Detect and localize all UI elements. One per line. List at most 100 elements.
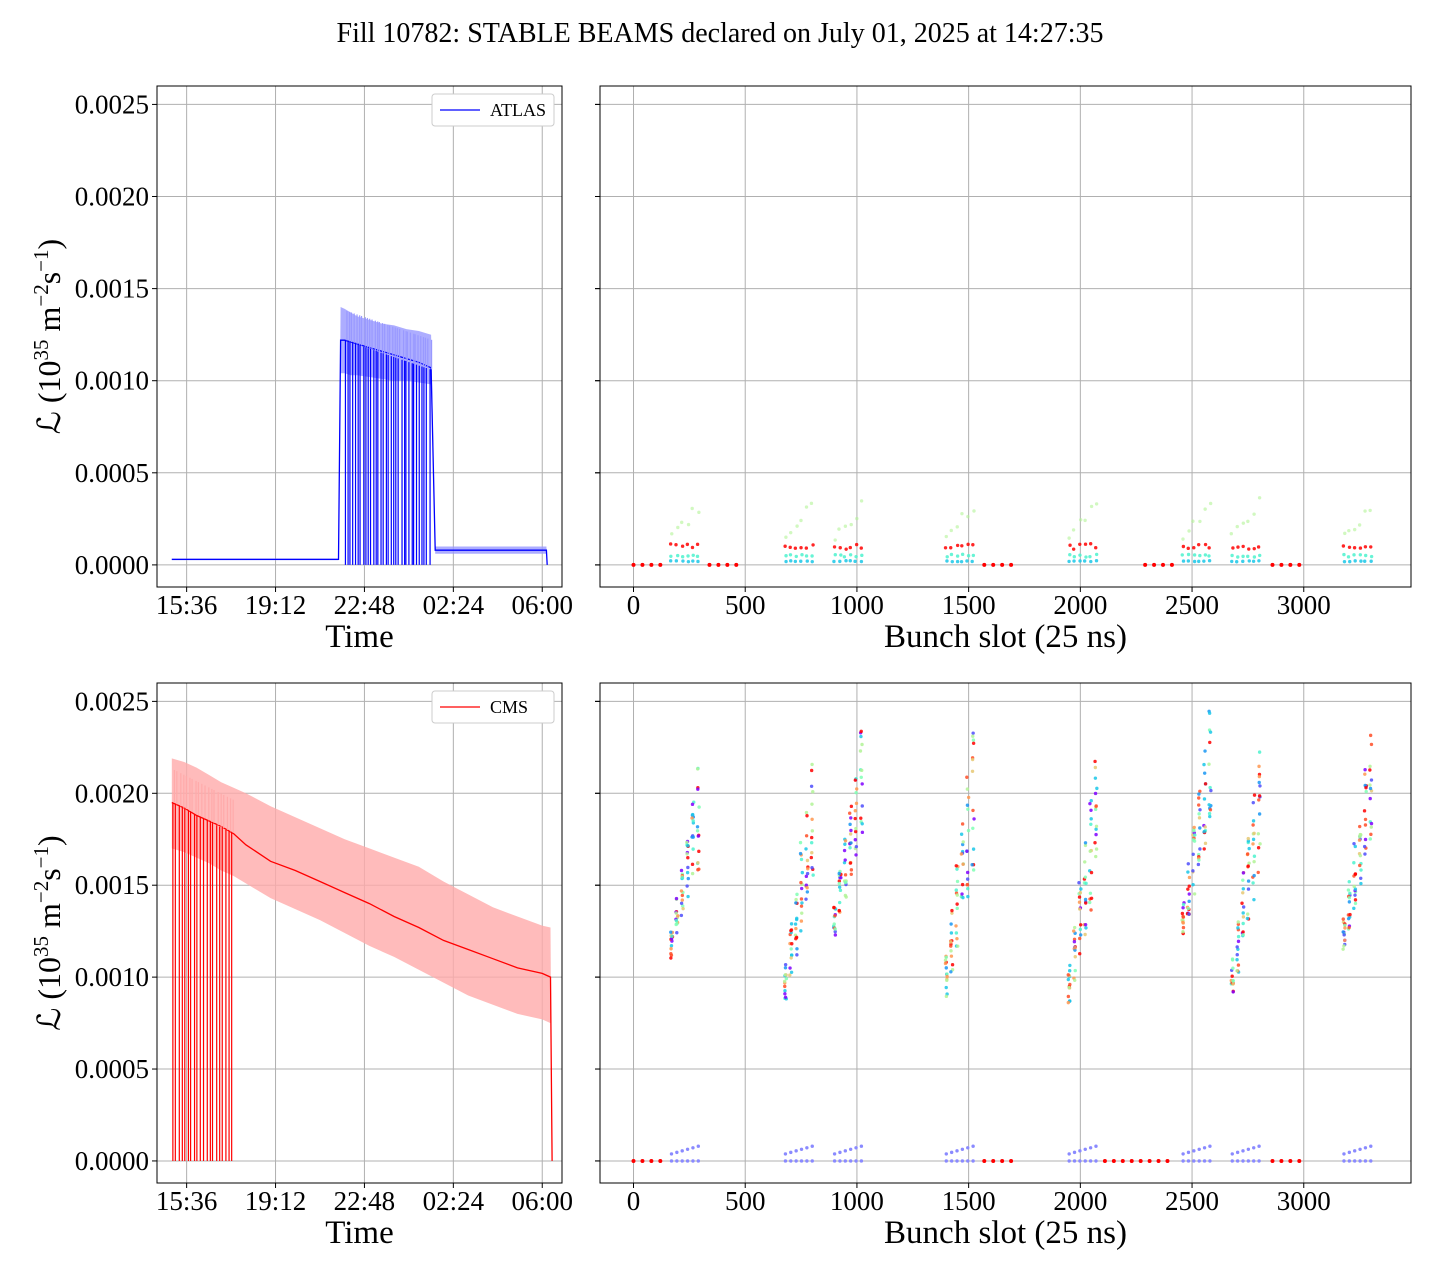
bunch-point (696, 1144, 701, 1148)
bunch-point (1353, 901, 1358, 906)
bunch-point (1202, 829, 1207, 834)
bunch-point (1231, 546, 1235, 550)
bunch-point (789, 922, 794, 926)
bunch-point (843, 880, 848, 885)
y-tick-label: 0.0010 (75, 366, 149, 396)
bunch-point (1078, 1149, 1082, 1153)
bunch-point (1203, 825, 1207, 829)
bunch-point (805, 814, 809, 818)
bunch-point (1246, 839, 1251, 843)
bunch-point (1192, 553, 1197, 557)
bunch-point (944, 985, 948, 990)
bunch-point (668, 542, 673, 546)
bunch-point (956, 944, 960, 948)
bunch-point (949, 954, 954, 958)
bunch-point (784, 976, 789, 981)
bunch-point (1077, 895, 1082, 899)
bunch-point (1368, 783, 1372, 787)
bunch-point (1089, 559, 1093, 564)
bunch-point (849, 828, 853, 833)
bunch-point (805, 890, 810, 894)
bunch-point (844, 559, 848, 563)
bunch-point (1343, 926, 1347, 930)
bunch-point (1246, 836, 1250, 841)
x-tick-label: 0 (627, 590, 641, 620)
bunch-point (794, 1159, 798, 1163)
bunch-point (789, 559, 793, 563)
bunch-point (1187, 529, 1191, 533)
bunch-point (784, 559, 788, 564)
bunch-point (1089, 817, 1093, 821)
bunch-point (1072, 559, 1076, 563)
bunch-point (1191, 519, 1195, 523)
bunch-point (853, 778, 858, 782)
bunch-point (1235, 524, 1239, 529)
bunch-point (1083, 922, 1088, 927)
bunch-point (950, 559, 954, 564)
bunch-point (959, 852, 964, 856)
bunch-point (783, 984, 787, 989)
bunch-point (1192, 825, 1196, 830)
bunch-point (1073, 955, 1077, 959)
bunch-point (1197, 796, 1201, 800)
bunch-point (788, 966, 792, 970)
bunch-point (832, 545, 837, 549)
bunch-point (961, 895, 965, 900)
bunch-point (972, 509, 976, 513)
bunch-point (1369, 559, 1373, 563)
legend-label: CMS (490, 697, 528, 717)
bunch-point (971, 543, 975, 547)
bunch-point (1297, 562, 1302, 567)
bunch-point (685, 1147, 690, 1151)
bunch-point (680, 876, 685, 880)
bunch-point (955, 525, 959, 529)
bunch-point (800, 553, 804, 557)
bunch-point (1208, 785, 1212, 790)
bunch-point (859, 729, 863, 734)
bunch-point (685, 852, 689, 856)
bunch-point (854, 844, 859, 849)
bunch-point (1368, 837, 1372, 841)
bunch-point (805, 1159, 809, 1163)
bunch-point (966, 1159, 970, 1163)
bunch-point (696, 559, 700, 564)
bunch-point (1078, 891, 1083, 895)
bunch-point (1208, 501, 1213, 506)
bunch-point (1241, 559, 1245, 564)
bunch-point (950, 908, 954, 913)
bunch-point (1196, 542, 1201, 547)
bunch-point (674, 911, 678, 915)
bunch-point (669, 951, 673, 956)
bunch-point (1186, 862, 1190, 866)
bunch-point (782, 979, 787, 984)
bunch-point (1203, 749, 1207, 753)
bunch-point (849, 804, 854, 809)
bunch-point (1079, 887, 1083, 891)
bunch-point (1342, 944, 1346, 948)
bunch-point (1198, 847, 1202, 851)
bunch-point (1209, 788, 1213, 793)
bunch-point (1078, 936, 1082, 941)
bunch-point (1084, 926, 1088, 930)
bunch-point (1251, 800, 1255, 805)
bunch-point (1181, 930, 1185, 934)
bunch-point (1341, 947, 1345, 951)
bunch-point (669, 956, 673, 960)
bunch-point (1196, 862, 1201, 867)
bunch-point (1358, 1159, 1362, 1163)
bunch-point (1093, 807, 1098, 812)
bunch-point (1181, 914, 1185, 919)
bunch-point (838, 546, 842, 550)
bunch-point (1000, 562, 1005, 567)
bunch-point (695, 829, 700, 833)
bunch-point (1191, 869, 1195, 873)
bunch-point (1252, 873, 1256, 878)
bunch-point (1208, 808, 1213, 812)
bunch-point (838, 888, 843, 893)
bunch-point (669, 947, 673, 951)
bunch-point (1257, 496, 1262, 500)
bunch-point (966, 828, 971, 833)
bunch-point (1181, 1159, 1185, 1163)
bunch-point (676, 525, 680, 530)
bunch-point (1236, 963, 1241, 967)
